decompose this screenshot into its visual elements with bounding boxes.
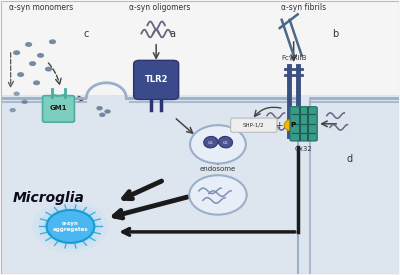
Text: c: c	[84, 29, 89, 38]
Circle shape	[33, 80, 40, 85]
Circle shape	[14, 92, 20, 96]
Circle shape	[29, 61, 36, 66]
FancyBboxPatch shape	[290, 107, 317, 141]
Circle shape	[189, 175, 247, 215]
FancyBboxPatch shape	[231, 118, 277, 132]
Circle shape	[13, 50, 20, 55]
Text: endosome: endosome	[200, 166, 236, 172]
Text: P: P	[290, 122, 296, 128]
Circle shape	[284, 119, 302, 131]
Circle shape	[43, 208, 98, 245]
Circle shape	[38, 205, 102, 248]
Circle shape	[25, 42, 32, 47]
Text: +: +	[275, 121, 283, 130]
Ellipse shape	[204, 136, 218, 148]
Text: α-syn
aggregates: α-syn aggregates	[53, 221, 88, 232]
Text: αs: αs	[208, 140, 214, 145]
Text: SHP-1/2: SHP-1/2	[243, 123, 265, 128]
Text: d: d	[346, 154, 352, 164]
Text: α-syn monomers: α-syn monomers	[9, 3, 73, 12]
Circle shape	[49, 39, 56, 44]
Circle shape	[96, 106, 103, 111]
Circle shape	[99, 112, 106, 117]
Bar	[1, 95, 399, 274]
Circle shape	[104, 109, 111, 114]
Text: TLR2: TLR2	[144, 75, 168, 84]
Circle shape	[32, 200, 108, 252]
Circle shape	[10, 108, 16, 112]
Text: Microglia: Microglia	[13, 191, 84, 205]
Circle shape	[46, 210, 94, 243]
Circle shape	[45, 67, 52, 72]
Text: α-syn oligomers: α-syn oligomers	[130, 3, 191, 12]
Circle shape	[17, 72, 24, 77]
Text: a: a	[169, 29, 175, 38]
Text: Cx32: Cx32	[295, 145, 312, 152]
Text: GM1: GM1	[50, 105, 67, 111]
Text: FcγRIIB: FcγRIIB	[281, 56, 306, 61]
Text: αs: αs	[223, 140, 228, 145]
FancyBboxPatch shape	[42, 96, 74, 122]
Ellipse shape	[218, 136, 232, 148]
Text: α-syn fibrils: α-syn fibrils	[281, 3, 326, 12]
FancyBboxPatch shape	[134, 60, 179, 100]
Circle shape	[190, 125, 246, 164]
Circle shape	[37, 53, 44, 58]
Text: b: b	[332, 29, 339, 38]
Circle shape	[22, 100, 28, 104]
